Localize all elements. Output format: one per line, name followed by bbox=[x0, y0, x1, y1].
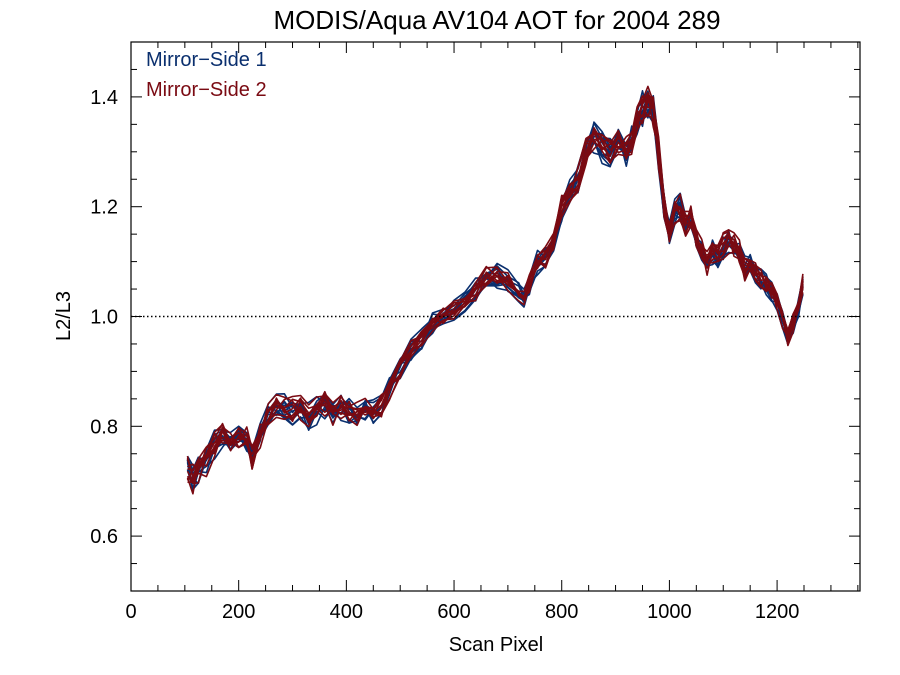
plot-area bbox=[186, 85, 804, 495]
legend-entry-mirror-side-2: Mirror−Side 2 bbox=[146, 79, 267, 101]
x-axis-ticks bbox=[130, 42, 859, 591]
y-tick-label-2: 1.0 bbox=[90, 307, 118, 329]
series-1-line-10 bbox=[187, 95, 804, 485]
y-tick-label-0: 0.6 bbox=[90, 526, 118, 548]
x-axis-tick-labels: 0 200 400 600 800 1000 1200 bbox=[125, 601, 799, 623]
x-tick-label-600: 600 bbox=[437, 601, 470, 623]
y-axis-label: L2/L3 bbox=[53, 291, 75, 341]
x-tick-label-800: 800 bbox=[545, 601, 578, 623]
series-1-line-1 bbox=[186, 113, 804, 491]
y-axis-tick-labels: 0.6 0.8 1.0 1.2 1.4 bbox=[90, 87, 118, 548]
series-1 bbox=[186, 90, 804, 493]
series-2-line-6 bbox=[186, 101, 804, 485]
y-axis-ticks bbox=[131, 41, 860, 592]
x-tick-label-1000: 1000 bbox=[647, 601, 692, 623]
series-2-line-10 bbox=[187, 92, 804, 472]
chart-title: MODIS/Aqua AV104 AOT for 2004 289 bbox=[273, 5, 720, 35]
x-tick-label-200: 200 bbox=[222, 601, 255, 623]
x-tick-label-1200: 1200 bbox=[755, 601, 800, 623]
series-2-line-7 bbox=[186, 113, 804, 481]
series-2 bbox=[186, 85, 804, 495]
series-2-line-5 bbox=[187, 93, 804, 484]
y-tick-label-1: 0.8 bbox=[90, 416, 118, 438]
series-2-line-2 bbox=[186, 100, 804, 495]
series-2-line-4 bbox=[186, 94, 804, 483]
series-1-line-6 bbox=[186, 100, 804, 493]
x-axis-label: Scan Pixel bbox=[449, 634, 544, 656]
series-1-line-7 bbox=[186, 103, 804, 491]
y-tick-label-3: 1.2 bbox=[90, 197, 118, 219]
x-tick-label-0: 0 bbox=[125, 601, 136, 623]
series-1-line-3 bbox=[186, 103, 804, 473]
series-2-line-3 bbox=[186, 98, 804, 478]
x-tick-label-400: 400 bbox=[330, 601, 363, 623]
series-2-line-9 bbox=[186, 95, 804, 479]
series-1-line-2 bbox=[186, 94, 804, 492]
legend-entry-mirror-side-1: Mirror−Side 1 bbox=[146, 49, 267, 71]
legend: Mirror−Side 1 Mirror−Side 2 bbox=[146, 49, 267, 101]
y-tick-label-4: 1.4 bbox=[90, 87, 118, 109]
